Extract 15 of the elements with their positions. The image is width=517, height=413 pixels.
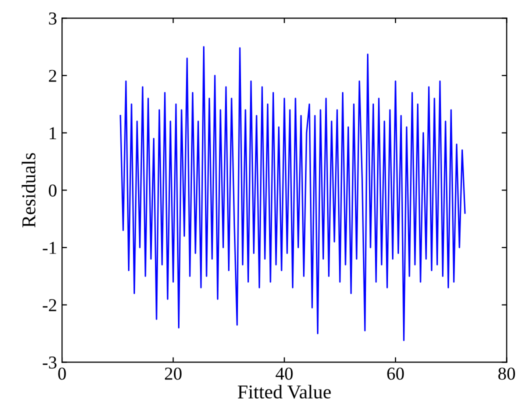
y-tick-label: -3 (42, 356, 56, 369)
x-axis-title: Fitted Value (238, 384, 331, 399)
x-tick-label: 60 (387, 368, 404, 380)
y-tick-label: 0 (48, 184, 56, 197)
y-tick-label: -2 (42, 299, 56, 312)
y-tick-label: 3 (49, 12, 56, 25)
x-tick-label: 0 (58, 368, 66, 380)
y-tick-label: -1 (42, 242, 56, 254)
y-tick-label: 2 (48, 70, 56, 82)
y-tick-label: 1 (50, 127, 56, 140)
x-tick-label: 40 (276, 368, 293, 380)
y-axis-title: Residuals (22, 153, 36, 228)
line-series (120, 46, 466, 342)
x-tick-label: 80 (498, 368, 515, 380)
x-tick-label: 20 (164, 368, 182, 380)
